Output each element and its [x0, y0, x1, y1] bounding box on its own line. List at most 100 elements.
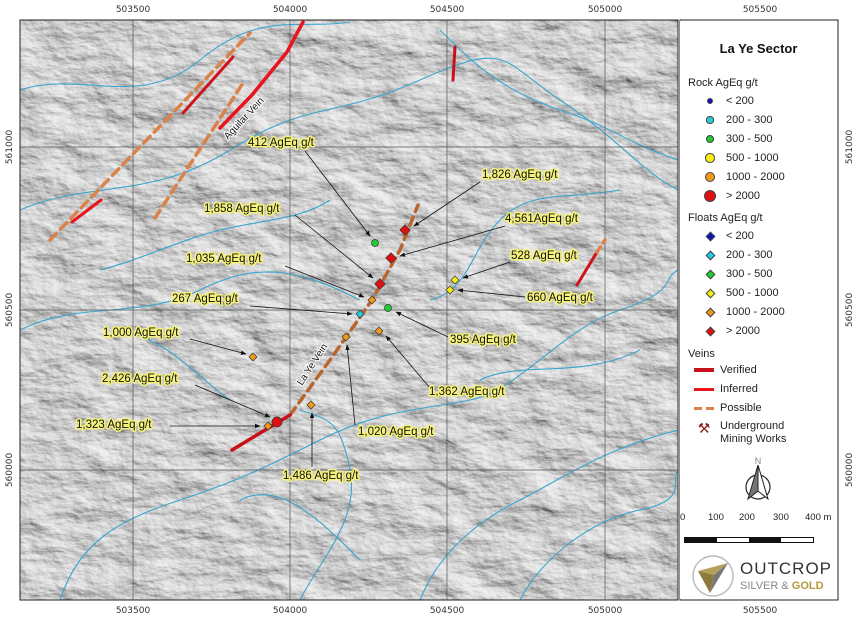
diamond-marker-icon: [705, 326, 715, 336]
float-legend-item: 200 - 300: [700, 249, 772, 261]
float-sample-marker[interactable]: [385, 252, 397, 264]
sample-label: 2,426 AgEq g/t: [102, 373, 178, 385]
circle-marker-icon: [705, 134, 715, 144]
circle-marker-icon: [707, 98, 713, 104]
inferred-vein: [575, 250, 599, 287]
float-legend-item: 500 - 1000: [700, 287, 779, 299]
svg-text:560000: 560000: [845, 453, 855, 488]
sample-label: 1,323 AgEq g/t: [76, 419, 152, 431]
float-sample-marker[interactable]: [355, 309, 365, 319]
circle-marker-icon: [706, 116, 714, 124]
float-sample-marker[interactable]: [445, 285, 455, 295]
sample-label: 1,858 AgEq g/t: [204, 203, 280, 215]
svg-text:560500: 560500: [5, 293, 15, 328]
circle-marker-icon: [704, 171, 716, 183]
label-leaders: [170, 150, 526, 467]
sample-label: 528 AgEq g/t: [511, 250, 578, 262]
float-legend-item: < 200: [700, 230, 754, 242]
legend-inferred: Inferred: [694, 383, 758, 395]
float-legend-item: 300 - 500: [700, 268, 772, 280]
float-sample-marker[interactable]: [374, 278, 386, 290]
float-sample-marker[interactable]: [374, 326, 384, 336]
leader-arrow: [284, 265, 365, 298]
leader-arrow: [294, 214, 374, 279]
svg-text:561000: 561000: [5, 130, 15, 165]
rock-sample-marker[interactable]: [371, 239, 379, 247]
svg-text:504500: 504500: [430, 606, 465, 616]
sample-label: 412 AgEq g/t: [248, 137, 315, 149]
rock-legend-item: 500 - 1000: [700, 152, 779, 164]
float-sample-marker[interactable]: [367, 295, 377, 305]
inferred-vein: [181, 55, 235, 115]
svg-text:561000: 561000: [845, 130, 855, 165]
possible-vein: [48, 31, 252, 242]
leader-arrow: [413, 181, 481, 227]
sample-label: 395 AgEq g/t: [450, 334, 517, 346]
diamond-marker-icon: [705, 307, 715, 317]
float-sample-marker[interactable]: [306, 400, 316, 410]
rock-legend-item: 1000 - 2000: [700, 171, 785, 183]
verified-line-icon: [694, 368, 714, 372]
svg-text:503500: 503500: [116, 606, 151, 616]
leader-arrow: [462, 261, 511, 279]
leader-arrow: [189, 338, 247, 355]
svg-text:504500: 504500: [430, 5, 465, 15]
legend-verified: Verified: [694, 364, 757, 376]
sample-label: 4,561AgEq g/t: [505, 213, 579, 225]
legend-mining-works: ⚒ Underground Mining Works: [694, 420, 787, 446]
inferred-line-icon: [694, 387, 714, 391]
svg-text:560500: 560500: [845, 293, 855, 328]
rock-sample-marker[interactable]: [271, 416, 283, 428]
sample-label: 1,035 AgEq g/t: [186, 253, 262, 265]
map-frame: [19, 19, 679, 601]
legend-possible: Possible: [694, 402, 762, 414]
possible-line-icon: [694, 406, 714, 410]
svg-text:505500: 505500: [743, 606, 778, 616]
rivers: [20, 21, 678, 600]
circle-marker-icon: [704, 190, 716, 202]
float-legend-item: > 2000: [700, 325, 760, 337]
inferred-vein: [70, 198, 103, 224]
verified-vein: [218, 20, 305, 130]
sample-label: 660 AgEq g/t: [527, 292, 594, 304]
possible-vein: [153, 78, 247, 220]
float-sample-marker[interactable]: [263, 421, 273, 431]
diamond-marker-icon: [705, 288, 715, 298]
float-sample-marker[interactable]: [248, 352, 258, 362]
leader-arrow: [457, 288, 526, 298]
rock-legend-item: < 200: [700, 95, 754, 107]
outcrop-logo-icon: [692, 555, 734, 597]
sample-label: 1,020 AgEq g/t: [358, 426, 434, 438]
svg-text:504000: 504000: [273, 606, 308, 616]
leader-arrow: [395, 311, 449, 338]
grid: [20, 20, 678, 600]
svg-text:504000: 504000: [273, 5, 308, 15]
diamond-marker-icon: [705, 269, 715, 279]
rock-heading: Rock AgEq g/t: [688, 77, 758, 89]
svg-text:N: N: [755, 456, 762, 466]
veins-heading: Veins: [688, 348, 715, 360]
rock-legend-item: 300 - 500: [700, 133, 772, 145]
crossed-hammers-icon: ⚒: [697, 420, 711, 436]
leader-arrow: [249, 305, 353, 316]
north-arrow: N: [740, 455, 776, 505]
float-sample-marker[interactable]: [450, 275, 460, 285]
svg-text:503500: 503500: [116, 5, 151, 15]
rock-legend-item: 200 - 300: [700, 114, 772, 126]
y-axis-ticks: 561000 560500 560000 561000 560500 56000…: [5, 130, 855, 488]
possible-vein: [595, 238, 607, 254]
float-sample-marker[interactable]: [341, 332, 351, 342]
diamond-marker-icon: [705, 250, 715, 260]
rock-legend-item: > 2000: [700, 190, 760, 202]
north-arrow-icon: N: [745, 456, 771, 501]
inferred-vein: [451, 45, 457, 82]
svg-text:505000: 505000: [588, 5, 623, 15]
rock-sample-marker[interactable]: [384, 304, 392, 312]
diamond-marker-icon: [705, 231, 715, 241]
sample-label: 267 AgEq g/t: [172, 293, 239, 305]
float-sample-marker[interactable]: [399, 224, 411, 236]
sample-label: 1,000 AgEq g/t: [103, 327, 179, 339]
floats-heading: Floats AgEq g/t: [688, 212, 763, 224]
hillshade-basemap: Aguilar Vein La Ye Vein 412 AgEq g/t1,82…: [20, 20, 678, 600]
